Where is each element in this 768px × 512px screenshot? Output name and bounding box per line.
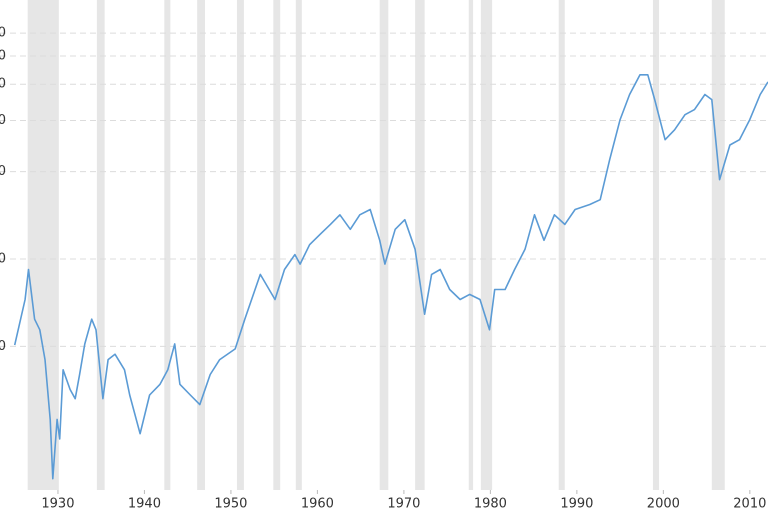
recession-band: [197, 0, 205, 490]
recession-band: [711, 0, 725, 490]
recession-band: [379, 0, 389, 490]
x-tick-label: 1990: [560, 497, 593, 512]
recession-band: [96, 0, 105, 490]
recession-band: [164, 0, 171, 490]
recession-band: [273, 0, 281, 490]
series-line: [13, 74, 768, 480]
recession-band: [415, 0, 425, 490]
y-tick-label: 100: [0, 339, 6, 354]
x-tick-label: 1980: [474, 497, 507, 512]
x-tick-label: 2010: [733, 497, 766, 512]
y-tick-label: 200: [0, 251, 6, 266]
x-tick-label: 1940: [128, 497, 161, 512]
recession-band: [468, 0, 474, 490]
y-tick-label: 400: [0, 164, 6, 179]
recession-band: [295, 0, 302, 490]
x-tick-label: 1950: [214, 497, 247, 512]
x-tick-label: 1970: [387, 497, 420, 512]
recession-band: [480, 0, 493, 490]
y-tick-label: 1000: [0, 49, 6, 64]
recession-band: [652, 0, 660, 490]
x-tick-label: 1960: [301, 497, 334, 512]
recession-band: [27, 0, 59, 490]
y-tick-label: 600: [0, 113, 6, 128]
recession-band: [236, 0, 244, 490]
x-tick-label: 2000: [647, 497, 680, 512]
recession-band: [558, 0, 565, 490]
y-tick-label: 800: [0, 77, 6, 92]
y-tick-label: 1200: [0, 26, 6, 41]
x-tick-label: 1930: [41, 497, 74, 512]
